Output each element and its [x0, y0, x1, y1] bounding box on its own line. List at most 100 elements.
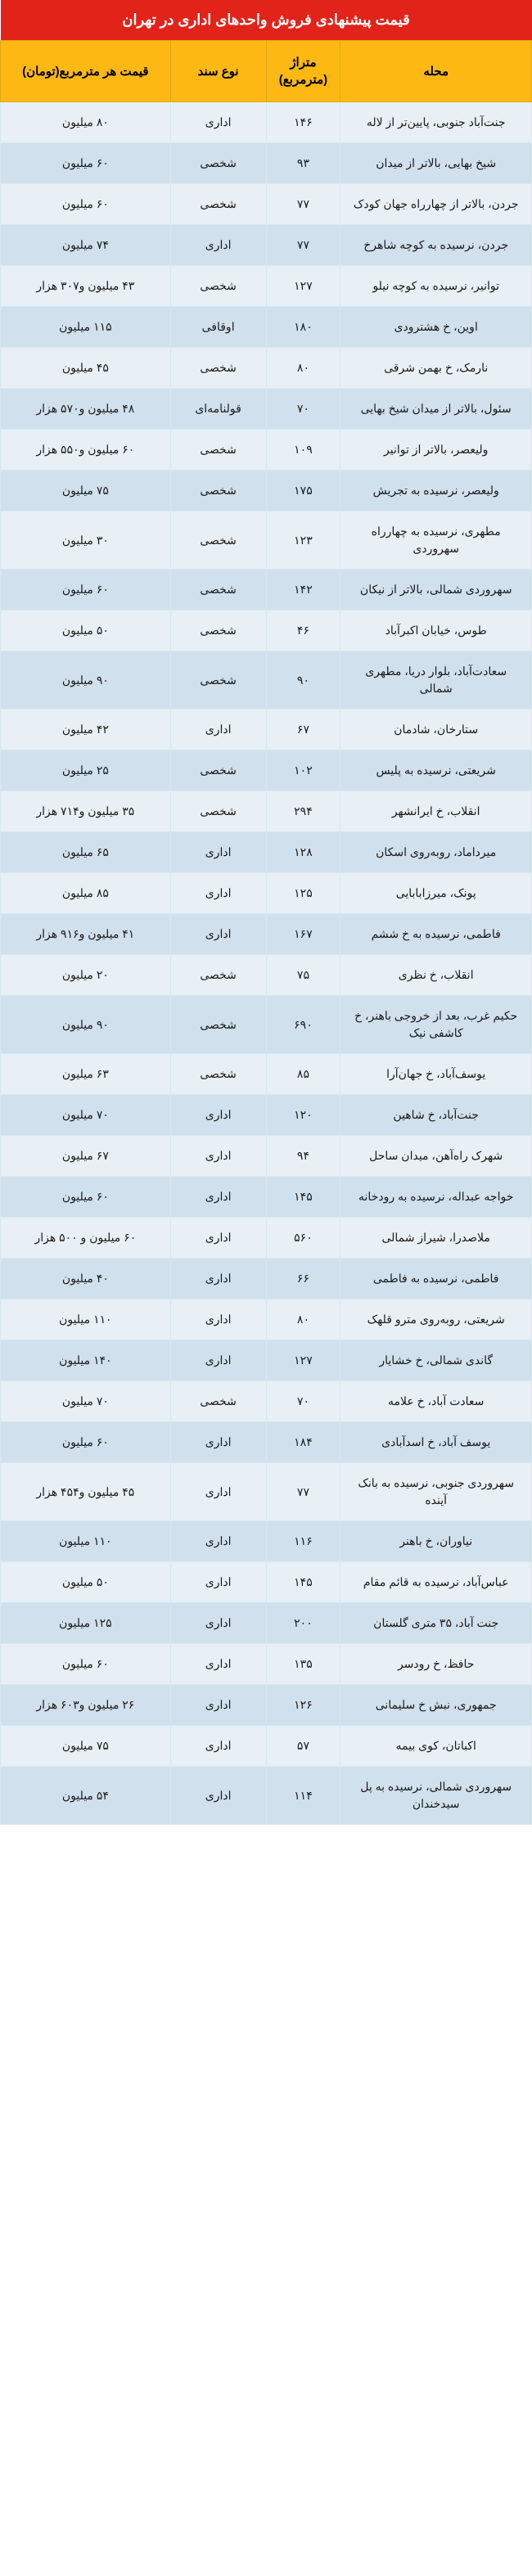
cell-price: ۴۵ میلیون [1, 348, 171, 389]
cell-type: اداری [170, 1299, 266, 1340]
cell-location: سهروردی شمالی، نرسیده به پل سیدخندان [340, 1767, 532, 1825]
table-row: نیاوران، خ باهنر۱۱۶اداری۱۱۰ میلیون [1, 1521, 532, 1562]
table-row: شیخ بهایی، بالاتر از میدان۹۳شخصی۶۰ میلیو… [1, 143, 532, 184]
cell-type: اداری [170, 1726, 266, 1767]
cell-price: ۶۰ میلیون [1, 1177, 171, 1218]
cell-location: گاندی شمالی، خ خشایار [340, 1340, 532, 1381]
cell-location: میرداماد، روبه‌روی اسکان [340, 832, 532, 873]
cell-price: ۴۱ میلیون و۹۱۶ هزار [1, 914, 171, 955]
cell-type: شخصی [170, 1054, 266, 1095]
cell-price: ۴۳ میلیون و۳۰۷ هزار [1, 266, 171, 307]
cell-area: ۶۶ [266, 1259, 340, 1299]
cell-area: ۱۸۴ [266, 1422, 340, 1463]
cell-price: ۸۵ میلیون [1, 873, 171, 914]
table-row: انقلاب، خ ایرانشهر۲۹۴شخصی۳۵ میلیون و۷۱۴ … [1, 791, 532, 832]
cell-area: ۲۰۰ [266, 1603, 340, 1644]
cell-area: ۱۱۶ [266, 1521, 340, 1562]
cell-area: ۷۵ [266, 955, 340, 996]
cell-location: جنت آباد، ۳۵ متری گلستان [340, 1603, 532, 1644]
cell-price: ۹۰ میلیون [1, 651, 171, 709]
cell-price: ۶۰ میلیون [1, 1422, 171, 1463]
cell-price: ۵۰ میلیون [1, 610, 171, 651]
cell-price: ۷۵ میلیون [1, 1726, 171, 1767]
table-row: جنت‌آباد، خ شاهین۱۲۰اداری۷۰ میلیون [1, 1095, 532, 1136]
cell-area: ۱۲۰ [266, 1095, 340, 1136]
cell-price: ۷۵ میلیون [1, 471, 171, 511]
cell-location: شریعتی، روبه‌روی مترو قلهک [340, 1299, 532, 1340]
cell-location: اوین، خ هشترودی [340, 307, 532, 348]
cell-price: ۷۴ میلیون [1, 225, 171, 266]
cell-price: ۶۰ میلیون [1, 1644, 171, 1685]
cell-price: ۱۴۰ میلیون [1, 1340, 171, 1381]
cell-type: اداری [170, 102, 266, 143]
table-row: سعادت‌آباد، بلوار دریا، مطهری شمالی۹۰شخص… [1, 651, 532, 709]
cell-area: ۱۰۲ [266, 750, 340, 791]
cell-area: ۸۰ [266, 348, 340, 389]
table-row: انقلاب، خ نظری۷۵شخصی۲۰ میلیون [1, 955, 532, 996]
cell-area: ۱۲۵ [266, 873, 340, 914]
table-row: حافظ، خ رودسر۱۳۵اداری۶۰ میلیون [1, 1644, 532, 1685]
cell-type: شخصی [170, 610, 266, 651]
column-header-location: محله [340, 41, 532, 102]
cell-area: ۱۲۷ [266, 266, 340, 307]
cell-location: سعادت‌آباد، بلوار دریا، مطهری شمالی [340, 651, 532, 709]
cell-type: شخصی [170, 791, 266, 832]
cell-type: اداری [170, 1685, 266, 1726]
cell-area: ۷۷ [266, 1463, 340, 1521]
cell-price: ۶۰ میلیون [1, 570, 171, 610]
cell-location: اکباتان، کوی بیمه [340, 1726, 532, 1767]
cell-location: مطهری، نرسیده به چهارراه سهروردی [340, 511, 532, 570]
cell-location: فاطمی، نرسیده به فاطمی [340, 1259, 532, 1299]
table-header-row: محله متراژ (مترمربع) نوع سند قیمت هر متر… [1, 41, 532, 102]
cell-location: ولیعصر، بالاتر از توانیر [340, 430, 532, 471]
cell-type: اداری [170, 1521, 266, 1562]
table-row: حکیم غرب، بعد از خروجی باهنر، خ کاشفی نی… [1, 996, 532, 1054]
cell-location: انقلاب، خ ایرانشهر [340, 791, 532, 832]
cell-location: پونک، میرزابابایی [340, 873, 532, 914]
column-header-type: نوع سند [170, 41, 266, 102]
cell-area: ۱۱۴ [266, 1767, 340, 1825]
cell-type: اداری [170, 1218, 266, 1259]
cell-area: ۱۳۵ [266, 1644, 340, 1685]
cell-type: شخصی [170, 143, 266, 184]
table-row: عباس‌آباد، نرسیده به قائم مقام۱۴۵اداری۵۰… [1, 1562, 532, 1603]
cell-type: شخصی [170, 184, 266, 225]
table-row: جنت آباد، ۳۵ متری گلستان۲۰۰اداری۱۲۵ میلی… [1, 1603, 532, 1644]
cell-area: ۱۲۳ [266, 511, 340, 570]
cell-location: توانیر، نرسیده به کوچه نیلو [340, 266, 532, 307]
table-row: سعادت آباد، خ علامه۷۰شخصی۷۰ میلیون [1, 1381, 532, 1422]
cell-location: جنت‌آباد، خ شاهین [340, 1095, 532, 1136]
cell-price: ۲۵ میلیون [1, 750, 171, 791]
table-row: میرداماد، روبه‌روی اسکان۱۲۸اداری۶۵ میلیو… [1, 832, 532, 873]
cell-location: ملاصدرا، شیراز شمالی [340, 1218, 532, 1259]
table-row: ستارخان، شادمان۶۷اداری۴۲ میلیون [1, 709, 532, 750]
cell-price: ۴۸ میلیون و۵۷۰ هزار [1, 389, 171, 430]
cell-type: اداری [170, 1259, 266, 1299]
cell-area: ۹۳ [266, 143, 340, 184]
cell-area: ۹۰ [266, 651, 340, 709]
table-row: جنت‌آباد جنوبی، پایین‌تر از لاله۱۴۶اداری… [1, 102, 532, 143]
cell-type: اداری [170, 1767, 266, 1825]
cell-area: ۵۶۰ [266, 1218, 340, 1259]
cell-type: شخصی [170, 955, 266, 996]
table-row: شریعتی، روبه‌روی مترو قلهک۸۰اداری۱۱۰ میل… [1, 1299, 532, 1340]
cell-price: ۵۰ میلیون [1, 1562, 171, 1603]
cell-area: ۷۷ [266, 184, 340, 225]
cell-type: اداری [170, 914, 266, 955]
cell-type: شخصی [170, 651, 266, 709]
table-row: فاطمی، نرسیده به فاطمی۶۶اداری۴۰ میلیون [1, 1259, 532, 1299]
table-row: توانیر، نرسیده به کوچه نیلو۱۲۷شخصی۴۳ میل… [1, 266, 532, 307]
cell-price: ۶۵ میلیون [1, 832, 171, 873]
cell-area: ۲۹۴ [266, 791, 340, 832]
cell-location: خواجه عبداله، نرسیده به رودخانه [340, 1177, 532, 1218]
cell-type: شخصی [170, 430, 266, 471]
cell-location: ستارخان، شادمان [340, 709, 532, 750]
cell-price: ۶۰ میلیون و۵۵۰ هزار [1, 430, 171, 471]
cell-price: ۶۰ میلیون [1, 143, 171, 184]
cell-location: سهروردی جنوبی، نرسیده به بانک آینده [340, 1463, 532, 1521]
column-header-price: قیمت هر مترمربع(تومان) [1, 41, 171, 102]
cell-location: یوسف آباد، خ اسدآبادی [340, 1422, 532, 1463]
table-title: قیمت پیشنهادی فروش واحدهای اداری در تهرا… [1, 0, 532, 41]
cell-type: اداری [170, 1644, 266, 1685]
cell-location: حکیم غرب، بعد از خروجی باهنر، خ کاشفی نی… [340, 996, 532, 1054]
